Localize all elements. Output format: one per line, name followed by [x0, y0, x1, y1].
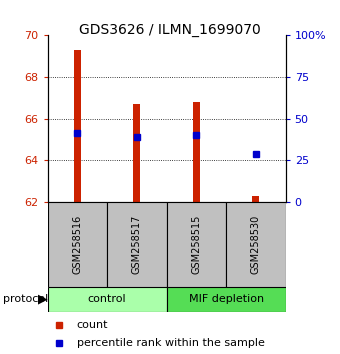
- Bar: [74, 50, 81, 202]
- Text: ▶: ▶: [38, 293, 47, 306]
- Bar: [107, 202, 167, 287]
- Bar: [167, 202, 226, 287]
- Text: GDS3626 / ILMN_1699070: GDS3626 / ILMN_1699070: [79, 23, 261, 37]
- Bar: [48, 202, 107, 287]
- Text: MIF depletion: MIF depletion: [189, 294, 264, 304]
- Bar: [133, 104, 140, 202]
- Bar: [226, 202, 286, 287]
- Text: GSM258517: GSM258517: [132, 215, 142, 274]
- Bar: [167, 287, 286, 312]
- Text: percentile rank within the sample: percentile rank within the sample: [77, 338, 265, 348]
- Text: protocol: protocol: [3, 294, 49, 304]
- Text: GSM258516: GSM258516: [72, 215, 82, 274]
- Bar: [48, 287, 167, 312]
- Bar: [252, 195, 259, 202]
- Text: control: control: [88, 294, 126, 304]
- Text: count: count: [77, 320, 108, 330]
- Bar: [193, 102, 200, 202]
- Text: GSM258530: GSM258530: [251, 215, 261, 274]
- Text: GSM258515: GSM258515: [191, 215, 201, 274]
